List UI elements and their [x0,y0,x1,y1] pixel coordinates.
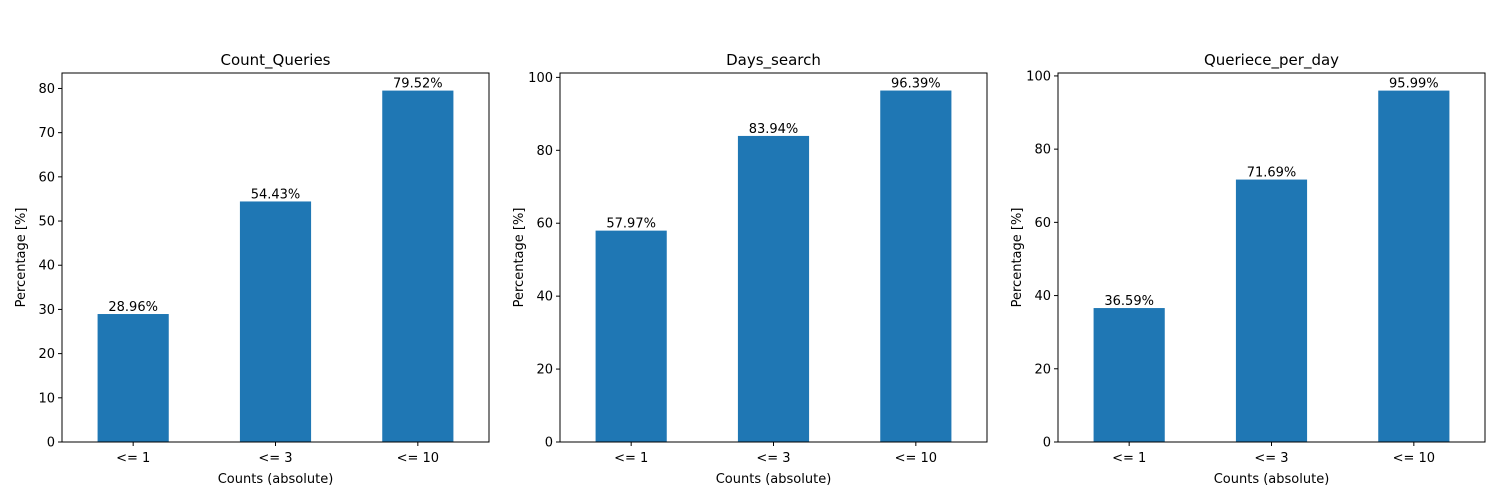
y-tick-label: 60 [1034,216,1051,231]
y-tick-label: 60 [536,217,553,232]
y-tick-label: 40 [1034,289,1051,304]
x-tick-label: <= 1 [116,451,150,466]
bar [1093,308,1165,442]
y-tick-label: 0 [1043,436,1051,451]
y-tick-label: 50 [38,215,55,230]
x-tick-label: <= 3 [1254,451,1288,466]
bar [595,230,667,442]
data-label: 57.97% [606,217,656,232]
bar [1378,90,1450,442]
bar [737,135,810,442]
chart-panel: 0 20 40 60 80 100 <= 1 <= 3 <= 10 36.59% 71.69% 95.… [1010,51,1486,487]
y-tick-label: 80 [1034,143,1051,158]
y-tick-label: 40 [536,290,553,305]
x-tick-label: <= 3 [756,451,790,466]
x-tick-label: <= 1 [614,451,648,466]
data-label: 79.52% [393,77,443,92]
y-tick-label: 40 [38,259,55,274]
x-axis-label: Counts (absolute) [1214,472,1330,487]
chart-title: Days_search [726,51,821,70]
chart-panel: 0 20 40 60 80 100 <= 1 <= 3 <= 10 57.97% 83.94% 96.… [512,51,988,487]
bar [1235,179,1308,442]
chart-title: Queriece_per_day [1204,51,1339,70]
y-tick-label: 70 [38,126,55,141]
data-label: 54.43% [251,187,301,202]
x-axis-label: Counts (absolute) [716,472,832,487]
x-tick-label: <= 3 [258,451,292,466]
data-label: 96.39% [891,77,941,92]
x-axis-label: Counts (absolute) [218,472,334,487]
data-label: 95.99% [1389,77,1439,92]
y-tick-label: 30 [38,303,55,318]
y-tick-label: 100 [528,71,553,86]
data-label: 71.69% [1247,166,1297,181]
y-tick-label: 80 [38,82,55,97]
y-tick-label: 100 [1026,69,1051,84]
y-tick-label: 0 [47,436,55,451]
y-tick-label: 60 [38,170,55,185]
chart-panel: 0 10 20 30 40 50 60 70 80 <= 1 <= 3 <= 10 28.96% 54.4… [14,51,490,487]
data-label: 36.59% [1104,294,1154,309]
bar [239,201,312,442]
y-tick-label: 20 [1034,362,1051,377]
x-tick-label: <= 10 [397,451,439,466]
y-axis-label: Percentage [%] [1010,208,1025,308]
y-tick-label: 0 [545,436,553,451]
y-tick-label: 10 [38,391,55,406]
chart-title: Count_Queries [221,51,331,70]
y-tick-label: 20 [38,347,55,362]
x-tick-label: <= 10 [1393,451,1435,466]
y-axis-label: Percentage [%] [512,208,527,308]
bar [880,90,952,442]
bar [97,314,169,442]
x-tick-label: <= 10 [895,451,937,466]
data-label: 28.96% [108,300,158,315]
bar [382,90,454,443]
x-tick-label: <= 1 [1112,451,1146,466]
data-label: 83.94% [749,122,799,137]
y-tick-label: 20 [536,363,553,378]
y-tick-label: 80 [536,144,553,159]
y-axis-label: Percentage [%] [14,208,29,308]
